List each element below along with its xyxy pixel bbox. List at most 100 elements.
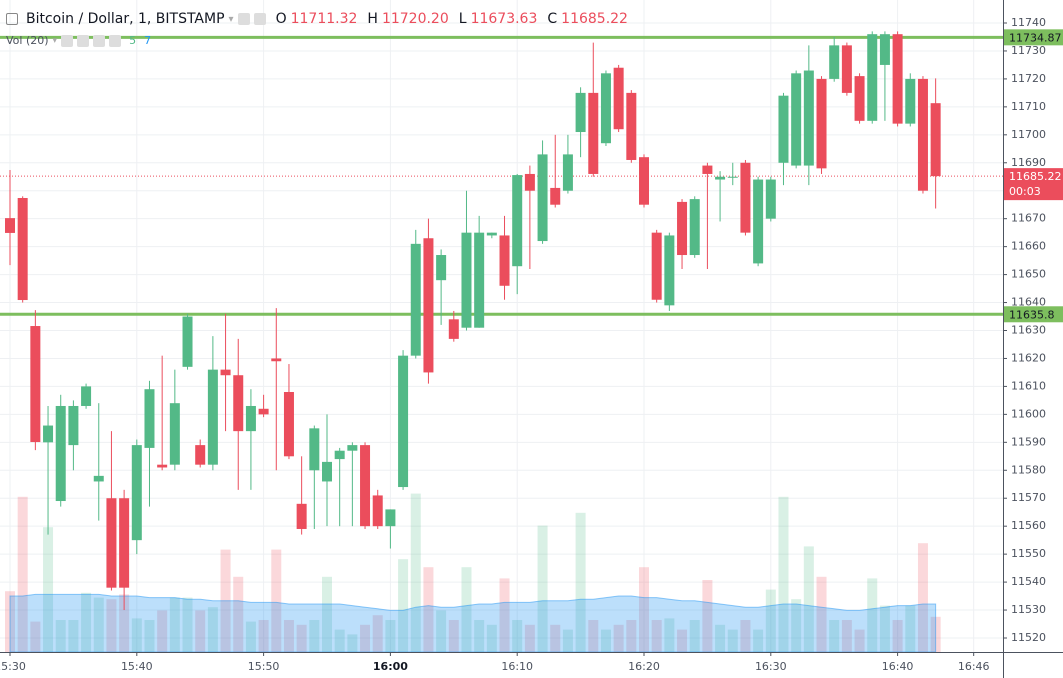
volume-bar [791, 599, 802, 652]
y-tick-label: 11610 [1011, 379, 1046, 392]
candle-body [537, 154, 548, 242]
y-tick-label: 11600 [1011, 407, 1046, 420]
candle-body [119, 498, 130, 588]
volume-bar [689, 620, 700, 652]
candle-body [892, 34, 903, 124]
x-tick-label: 16:00 [373, 660, 408, 673]
volume-bar [575, 512, 586, 652]
volume-bar [829, 620, 840, 652]
volume-bar [917, 543, 928, 652]
volume-bar [43, 527, 54, 652]
candle-body [461, 232, 472, 328]
y-tick-label: 11670 [1011, 212, 1046, 225]
volume-bar [778, 496, 789, 652]
candle-body [157, 464, 168, 468]
candle-body [600, 73, 611, 144]
candle-body [474, 232, 485, 328]
candle-body [715, 176, 726, 180]
x-tick-label: 15:40 [121, 660, 153, 673]
last-price-box [1004, 168, 1063, 201]
price-label: 11734.87 [1009, 31, 1062, 44]
candle-body [258, 408, 269, 415]
candle-body [740, 162, 751, 233]
candle-body [448, 319, 459, 339]
price-label-box [1004, 306, 1063, 323]
y-tick-label: 11640 [1011, 296, 1046, 309]
x-tick-label: 15:30 [0, 660, 26, 673]
candle-body [17, 197, 28, 301]
candle-body [689, 199, 700, 256]
candle-body [499, 235, 510, 286]
volume-bar [765, 589, 776, 652]
candle-body [195, 445, 206, 465]
volume-bar [17, 496, 28, 652]
candle-body [5, 218, 15, 233]
y-tick-label: 11720 [1011, 72, 1046, 85]
y-tick-label: 11660 [1011, 240, 1046, 253]
candle-body [106, 498, 117, 588]
candle-body [702, 165, 713, 174]
y-tick-label: 11730 [1011, 44, 1046, 57]
candle-body [360, 445, 371, 527]
volume-bar [436, 610, 447, 652]
volume-bar [879, 605, 890, 652]
volume-bar [372, 615, 383, 652]
candle-body [144, 389, 155, 448]
volume-bar [131, 618, 142, 652]
volume-bar [398, 559, 409, 652]
volume-bar [195, 610, 206, 652]
volume-bar [106, 599, 117, 652]
candle-body [512, 175, 523, 267]
volume-bar [410, 493, 421, 652]
candle-body [803, 70, 814, 166]
volume-bar [309, 620, 320, 652]
y-tick-label: 11650 [1011, 268, 1046, 281]
candle-body [524, 173, 535, 191]
volume-bar [613, 624, 624, 652]
volume-bar [664, 618, 675, 652]
price-label: 11635.8 [1009, 308, 1055, 321]
candle-body [829, 45, 840, 79]
candle-body [727, 176, 738, 178]
volume-bar [55, 620, 66, 652]
candle-body [423, 238, 434, 373]
x-tick-label: 16:10 [501, 660, 533, 673]
volume-bar [68, 620, 79, 652]
x-tick-label: 15:50 [248, 660, 280, 673]
candle-body [562, 154, 573, 191]
volume-bar [81, 592, 92, 652]
candle-body [677, 201, 688, 256]
x-tick-label: 16:20 [628, 660, 660, 673]
volume-bar [296, 624, 307, 652]
candle-body [639, 157, 649, 205]
candle-body [169, 403, 180, 465]
candle-body [182, 316, 193, 367]
volume-bar [715, 624, 726, 652]
y-tick-label: 11520 [1011, 631, 1046, 644]
y-tick-label: 11690 [1011, 156, 1046, 169]
volume-bar [524, 624, 535, 652]
candle-body [347, 445, 358, 451]
volume-bar [537, 525, 548, 652]
x-tick-label: 16:46 [958, 660, 990, 673]
volume-bar [93, 597, 104, 652]
volume-bar [119, 594, 130, 652]
volume-bar [600, 629, 611, 652]
candle-body [283, 392, 294, 457]
candle-body [613, 67, 624, 130]
candle-body [398, 355, 409, 488]
volume-bar [892, 620, 903, 652]
candle-body [879, 34, 890, 65]
volume-bar [702, 580, 713, 652]
candle-body [271, 358, 282, 362]
candle-body [410, 243, 421, 356]
x-tick-label: 16:40 [882, 660, 914, 673]
y-tick-label: 11630 [1011, 324, 1046, 337]
candle-body [626, 92, 637, 160]
volume-bar [588, 620, 599, 652]
volume-bar [169, 597, 180, 652]
volume-bar [867, 578, 878, 652]
candle-body [854, 76, 865, 121]
volume-bar [486, 624, 497, 652]
